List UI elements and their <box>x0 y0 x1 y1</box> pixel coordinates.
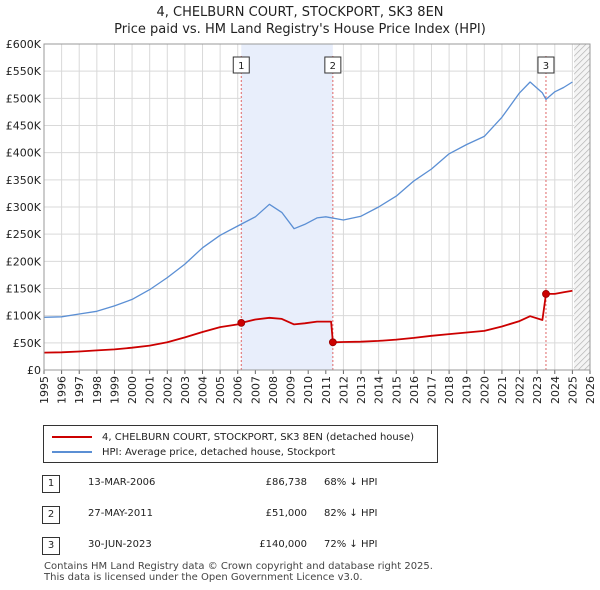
x-tick-label: 2003 <box>179 376 192 404</box>
hpi-line <box>43 81 573 318</box>
x-tick-label: 2013 <box>355 376 368 404</box>
hatch-line <box>574 309 590 327</box>
hatch-line <box>574 195 590 213</box>
x-tick-label: 1996 <box>56 376 69 404</box>
x-tick-label: 2001 <box>144 376 157 404</box>
x-tick-label: 2000 <box>126 376 139 404</box>
x-tick-label: 2020 <box>478 376 491 404</box>
footer-line-1: Contains HM Land Registry data © Crown c… <box>44 561 433 572</box>
sale-row-2: 2 27-MAY-2011 £51,000 82% ↓ HPI <box>42 506 402 524</box>
sale-date: 13-MAR-2006 <box>88 477 156 488</box>
legend-label-property: 4, CHELBURN COURT, STOCKPORT, SK3 8EN (d… <box>102 431 415 443</box>
x-tick-label: 2024 <box>549 376 562 404</box>
y-tick-label: £0 <box>27 364 41 377</box>
x-tick-label: 2011 <box>320 376 333 404</box>
y-tick-label: £600K <box>6 38 42 51</box>
y-tick-label: £450K <box>6 120 42 133</box>
x-tick-label: 2006 <box>232 376 245 404</box>
x-tick-label: 2021 <box>496 376 509 404</box>
x-tick-label: 2018 <box>443 376 456 404</box>
x-tick-label: 2023 <box>531 376 544 404</box>
sale-badge: 3 <box>42 537 60 555</box>
x-tick-label: 2026 <box>584 376 597 404</box>
hatch-line <box>574 201 590 219</box>
chart-title: 4, CHELBURN COURT, STOCKPORT, SK3 8EN Pr… <box>0 4 600 38</box>
x-tick-label: 2002 <box>161 376 174 404</box>
x-tick-label: 2019 <box>461 376 474 404</box>
x-tick-label: 2005 <box>214 376 227 404</box>
legend-swatch-hpi <box>52 451 92 453</box>
sale-point <box>542 290 550 298</box>
hatch-line <box>596 44 600 370</box>
sale-hpi-diff: 72% ↓ HPI <box>324 539 378 550</box>
y-tick-label: £500K <box>6 92 42 105</box>
y-tick-label: £200K <box>6 255 42 268</box>
legend-swatch-property <box>52 436 92 438</box>
footer-line-2: This data is licensed under the Open Gov… <box>44 572 363 583</box>
x-tick-label: 2022 <box>514 376 527 404</box>
y-tick-label: £50K <box>13 337 42 350</box>
forecast-hatch-area <box>574 44 590 370</box>
hatch-line <box>574 93 590 111</box>
legend-label-hpi: HPI: Average price, detached house, Stoc… <box>102 446 336 458</box>
x-tick-label: 1998 <box>91 376 104 404</box>
x-tick-label: 1999 <box>108 376 121 404</box>
title-line-1: 4, CHELBURN COURT, STOCKPORT, SK3 8EN <box>156 5 444 20</box>
y-tick-label: £150K <box>6 283 42 296</box>
y-tick-label: £250K <box>6 228 42 241</box>
x-tick-label: 2007 <box>249 376 262 404</box>
shaded-ownership-period <box>241 44 333 370</box>
y-tick-label: £550K <box>6 65 42 78</box>
sale-marker-box <box>232 56 250 74</box>
sale-marker-number: 3 <box>543 61 549 72</box>
sale-point <box>328 338 337 347</box>
legend-item-property: 4, CHELBURN COURT, STOCKPORT, SK3 8EN (d… <box>52 430 414 444</box>
x-tick-label: 2015 <box>390 376 403 404</box>
x-tick-label: 2008 <box>267 376 280 404</box>
sale-date: 30-JUN-2023 <box>88 539 152 550</box>
y-tick-label: £350K <box>6 174 42 187</box>
footer: Contains HM Land Registry data © Crown c… <box>44 561 433 583</box>
x-tick-label: 2016 <box>408 376 421 404</box>
hatch-line <box>574 303 590 321</box>
sale-point <box>237 318 246 327</box>
x-tick-label: 2012 <box>337 376 350 404</box>
x-tick-label: 2014 <box>373 376 386 404</box>
sale-date: 27-MAY-2011 <box>88 508 154 519</box>
sale-row-1: 1 13-MAR-2006 £86,738 68% ↓ HPI <box>42 475 402 493</box>
sale-price: £140,000 <box>259 539 307 550</box>
sale-hpi-diff: 82% ↓ HPI <box>324 508 378 519</box>
plot-frame <box>43 43 591 371</box>
sale-price: £86,738 <box>265 477 307 488</box>
sale-marker-box <box>537 56 555 74</box>
sale-marker-box <box>324 56 342 74</box>
x-tick-label: 2025 <box>566 376 579 404</box>
sale-hpi-diff: 68% ↓ HPI <box>324 477 378 488</box>
x-tick-label: 1997 <box>73 376 86 404</box>
legend: 4, CHELBURN COURT, STOCKPORT, SK3 8EN (d… <box>43 425 438 463</box>
legend-item-hpi: HPI: Average price, detached house, Stoc… <box>52 445 335 459</box>
hatch-line <box>589 369 590 370</box>
x-tick-label: 1995 <box>38 376 51 404</box>
sale-price: £51,000 <box>265 508 307 519</box>
y-tick-label: £100K <box>6 310 42 323</box>
sale-marker-number: 1 <box>238 61 244 72</box>
y-tick-label: £400K <box>6 147 42 160</box>
price-chart: 1 2 3 £0 £50K £100K £150K £200K £250K £300K £350K… <box>6 38 600 404</box>
sale-badge: 2 <box>42 506 60 524</box>
sale-marker-number: 2 <box>330 61 336 72</box>
title-line-2: Price paid vs. HM Land Registry's House … <box>114 22 486 37</box>
x-tick-label: 2010 <box>302 376 315 404</box>
hatch-line <box>574 87 590 105</box>
sale-badge: 1 <box>42 475 60 493</box>
x-tick-label: 2004 <box>197 376 210 404</box>
x-tick-label: 2009 <box>285 376 298 404</box>
y-tick-label: £300K <box>6 201 42 214</box>
property-price-line <box>43 289 573 354</box>
sale-row-3: 3 30-JUN-2023 £140,000 72% ↓ HPI <box>42 537 402 555</box>
x-tick-label: 2017 <box>425 376 438 404</box>
